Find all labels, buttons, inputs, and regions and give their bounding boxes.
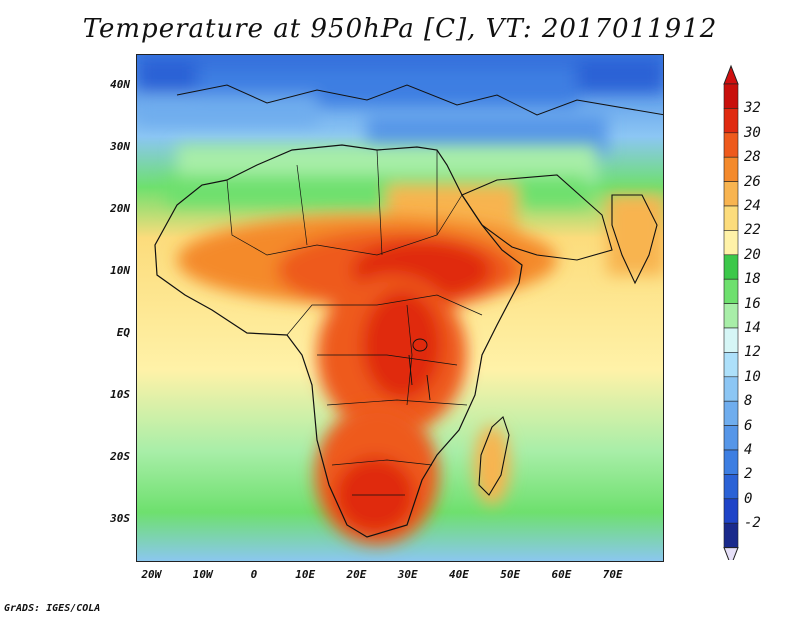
colorbar-bin xyxy=(723,205,739,231)
map-plot-area xyxy=(136,54,664,562)
lat-tick-label: 30S xyxy=(110,511,130,525)
colorbar-level-label: 14 xyxy=(744,320,761,336)
lon-tick-label: 40E xyxy=(449,568,469,581)
colorbar-level-label: 4 xyxy=(744,442,753,458)
colorbar-level-label: 8 xyxy=(744,393,753,410)
colorbar-level-label: 10 xyxy=(744,368,761,385)
lat-tick-label: 20N xyxy=(110,201,130,215)
colorbar-bin xyxy=(723,156,739,182)
lon-tick-label: 60E xyxy=(551,568,572,581)
colorbar-bin xyxy=(723,449,739,475)
colorbar-bin xyxy=(723,327,739,353)
colorbar-level-label: 0 xyxy=(744,490,753,507)
lat-tick-label: 10N xyxy=(110,263,130,277)
arabia-coastline xyxy=(461,174,613,261)
lon-tick-label: 10W xyxy=(192,568,213,581)
country-borders xyxy=(226,149,483,496)
colorbar-bin xyxy=(723,352,739,378)
colorbar-bin xyxy=(723,132,739,158)
colorbar-level-label: 2 xyxy=(744,466,753,483)
lon-tick-label: 20W xyxy=(141,568,162,581)
colorbar-bin xyxy=(723,400,739,426)
chart-title: Temperature at 950hPa [C], VT: 201701191… xyxy=(82,14,718,44)
colorbar-bin xyxy=(723,376,739,402)
lon-tick-label: 20E xyxy=(346,568,367,581)
lat-tick-label: EQ xyxy=(116,325,130,339)
colorbar-level-label: 12 xyxy=(744,344,761,361)
colorbar-level-label: 22 xyxy=(744,222,761,239)
colorbar-level-label: 28 xyxy=(744,149,761,166)
colorbar-bin xyxy=(723,425,739,451)
madagascar-coastline xyxy=(478,416,510,496)
colorbar-bin xyxy=(723,108,739,134)
lat-tick-label: 40N xyxy=(110,77,130,91)
colorbar-bin xyxy=(723,474,739,500)
lat-tick-label: 10S xyxy=(110,387,130,401)
colorbar-level-label: 26 xyxy=(744,173,761,190)
lat-tick-label: 30N xyxy=(110,139,130,153)
lon-tick-label: 70E xyxy=(602,568,623,581)
colorbar-bin xyxy=(723,522,739,548)
colorbar-level-label: 18 xyxy=(744,271,761,288)
lon-tick-label: 30E xyxy=(397,568,418,581)
colorbar-bin xyxy=(723,254,739,280)
india-coastline xyxy=(611,194,658,285)
africa-coastline xyxy=(154,144,523,538)
colorbar-over-triangle xyxy=(723,64,739,85)
colorbar-bin xyxy=(723,230,739,256)
lon-tick-label: 10E xyxy=(295,568,316,581)
lon-tick-label: 0 xyxy=(250,568,258,581)
colorbar-level-label: 32 xyxy=(744,100,761,117)
colorbar-bin xyxy=(723,83,739,109)
colorbar-level-label: 20 xyxy=(744,246,761,263)
credit-text: GrADS: IGES/COLA xyxy=(4,603,101,614)
great-lakes xyxy=(408,338,431,401)
colorbar-level-label: -2 xyxy=(744,515,761,532)
europe-coastline xyxy=(176,84,663,116)
lat-tick-label: 20S xyxy=(110,449,130,463)
temperature-map xyxy=(137,55,663,561)
colorbar-level-label: 16 xyxy=(744,295,761,312)
colorbar-level-label: 24 xyxy=(744,198,761,214)
colorbar-level-label: 30 xyxy=(744,124,761,141)
colorbar-level-label: 6 xyxy=(744,417,753,434)
colorbar-bin xyxy=(723,303,739,329)
colorbar-bin xyxy=(723,181,739,207)
colorbar xyxy=(723,64,739,560)
colorbar-under-triangle xyxy=(723,547,739,560)
colorbar-bin xyxy=(723,278,739,304)
colorbar-bin xyxy=(723,498,739,524)
lon-tick-label: 50E xyxy=(500,568,521,581)
